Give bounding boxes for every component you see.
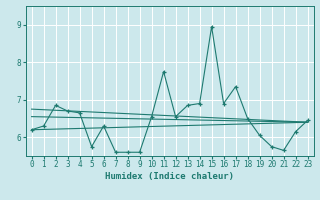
X-axis label: Humidex (Indice chaleur): Humidex (Indice chaleur) <box>105 172 234 181</box>
